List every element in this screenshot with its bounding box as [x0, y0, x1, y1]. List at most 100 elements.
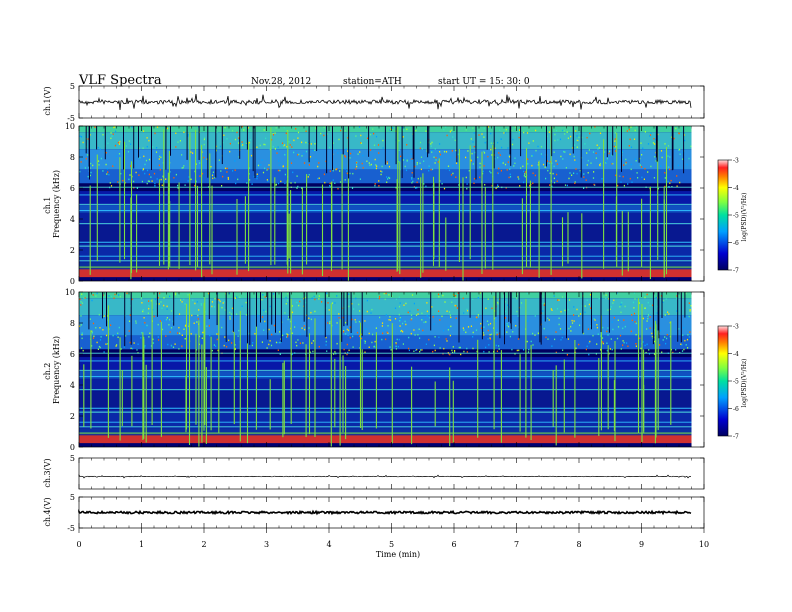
ch1-spec-speckle [625, 158, 627, 161]
ch2-spec-speckle [619, 306, 621, 308]
ch2-spec-speckle [678, 328, 680, 330]
ch2-spec-speckle [373, 345, 375, 348]
ch2-spec-speckle [387, 325, 389, 327]
ch2-spec-speckle [110, 295, 112, 298]
ch2-spec-speckle [226, 346, 228, 348]
ch2-spec-speckle [548, 319, 550, 321]
ch1-spec-speckle [308, 164, 310, 166]
ch1-spec-speckle [120, 172, 122, 175]
ch2-spec-speckle [588, 342, 590, 344]
ch2-spec-band [79, 335, 692, 350]
ch2-spec-speckle [325, 336, 327, 339]
ch2-spec-speckle [568, 327, 570, 330]
ch2-spec-speckle [398, 326, 400, 329]
ch2-spec-speckle [639, 337, 641, 340]
ch1-spec-speckle [338, 138, 340, 141]
ch2-spec-speckle [181, 334, 183, 336]
ch2-spec-speckle [451, 301, 453, 303]
ch2-spec-speckle [689, 331, 691, 333]
ch1-spec-speckle [293, 151, 295, 154]
ch1-spec-speckle [472, 127, 474, 129]
ch1-spec-speckle [584, 143, 586, 145]
ch2-spec-speckle [299, 333, 301, 336]
ch2-spec-speckle [202, 333, 204, 336]
ch1-spec-speckle [350, 152, 352, 155]
ch2-spec-speckle [81, 334, 83, 336]
ch1-spec-speckle [500, 170, 502, 172]
ch2-spec-speckle [218, 299, 220, 301]
ch1-spec-speckle [235, 182, 237, 185]
ch2-spec-speckle [171, 345, 173, 347]
ch1-spec-speckle [660, 150, 663, 152]
ch1-spec-speckle [229, 150, 231, 153]
ch1-spec-speckle [248, 141, 251, 144]
ch2-spec-speckle [277, 349, 279, 351]
ch1-spec-speckle [487, 155, 489, 158]
ch1-spec-speckle [623, 184, 625, 187]
ch1-spec-speckle [195, 163, 197, 165]
ch2-spec-speckle [264, 296, 266, 298]
ch2-spec-speckle [622, 344, 624, 346]
ch2-spec-speckle [89, 318, 91, 320]
ch1-spec-axis-label: ch.1 Frequency (kHz) [43, 170, 61, 238]
ch2-spec-speckle [382, 332, 384, 335]
ch2-spec-speckle [217, 349, 219, 352]
ch1-spec-speckle [130, 143, 132, 145]
ch1-spec-speckle [79, 170, 81, 173]
ch2-spec-speckle [587, 328, 589, 330]
ch1-spec-speckle [432, 168, 434, 171]
ch2-spec-speckle [520, 302, 523, 304]
ch1-spec-speckle [111, 135, 113, 137]
ch1-spec-speckle [439, 153, 441, 156]
ch2-spec-speckle [228, 292, 231, 295]
ch2-spec-speckle [649, 316, 651, 318]
ch2-spec-speckle [681, 344, 683, 346]
ch2-spec-speckle [209, 334, 211, 337]
ch1-spec-speckle [277, 149, 279, 152]
ch2-spec-speckle [684, 339, 686, 342]
ch2-spec-speckle [287, 318, 289, 321]
ch2-spec-speckle [148, 305, 150, 307]
time-axis-tick-label: 7 [514, 540, 519, 549]
ch2-spec-speckle [223, 344, 225, 347]
ch2-spec-speckle [606, 349, 608, 352]
ch1-spec-band [79, 262, 692, 268]
ch1-spec-speckle [425, 130, 427, 132]
ch2-spec-speckle [589, 294, 592, 296]
ch2-spec-speckle [649, 327, 651, 329]
ch2-spec-speckle [174, 343, 176, 345]
ch2-spec-speckle [390, 349, 392, 351]
ch2-spec-speckle [100, 336, 102, 338]
ch1-spec-speckle [113, 126, 115, 129]
ch2-spec-speckle [663, 300, 665, 302]
ch1-spec-speckle [215, 149, 217, 152]
ch1-spec-speckle [431, 151, 433, 153]
ch1-spec-speckle [435, 157, 437, 159]
ch2-spec-colorbar-tick-label: -3 [733, 324, 739, 331]
ch2-spec-speckle [668, 313, 670, 315]
ch1-spec-speckle [84, 167, 86, 169]
ch2-spec-speckle [80, 324, 82, 326]
ch2-spec-speckle [200, 304, 202, 306]
ch2-spec-speckle [159, 292, 161, 295]
ch2-spec-speckle [646, 293, 648, 296]
ch1-spec-speckle [649, 134, 652, 136]
ch1-spec-speckle [146, 182, 148, 185]
ch1-spec-speckle [592, 151, 595, 153]
ch2-spec-speckle [308, 317, 310, 319]
ch2-spec-speckle [279, 341, 281, 344]
ch2-spec-speckle [495, 320, 497, 322]
ch1-spec-speckle [318, 177, 320, 179]
ch1-spec-speckle [203, 143, 205, 146]
ch1-spec-speckle [630, 126, 632, 128]
ch1-spec-speckle [380, 173, 382, 176]
ch2-spec-speckle [399, 325, 401, 327]
ch2-spec-speckle [592, 334, 594, 337]
ch1-spec-speckle [465, 176, 467, 179]
ch1-spec-speckle [362, 154, 364, 157]
ch2-spec-speckle [607, 334, 609, 336]
ch2-spec-speckle [466, 308, 468, 311]
ch2-spec-speckle [355, 297, 357, 300]
ch2-spec-speckle [688, 315, 690, 318]
ch1-spec-speckle [502, 162, 504, 164]
